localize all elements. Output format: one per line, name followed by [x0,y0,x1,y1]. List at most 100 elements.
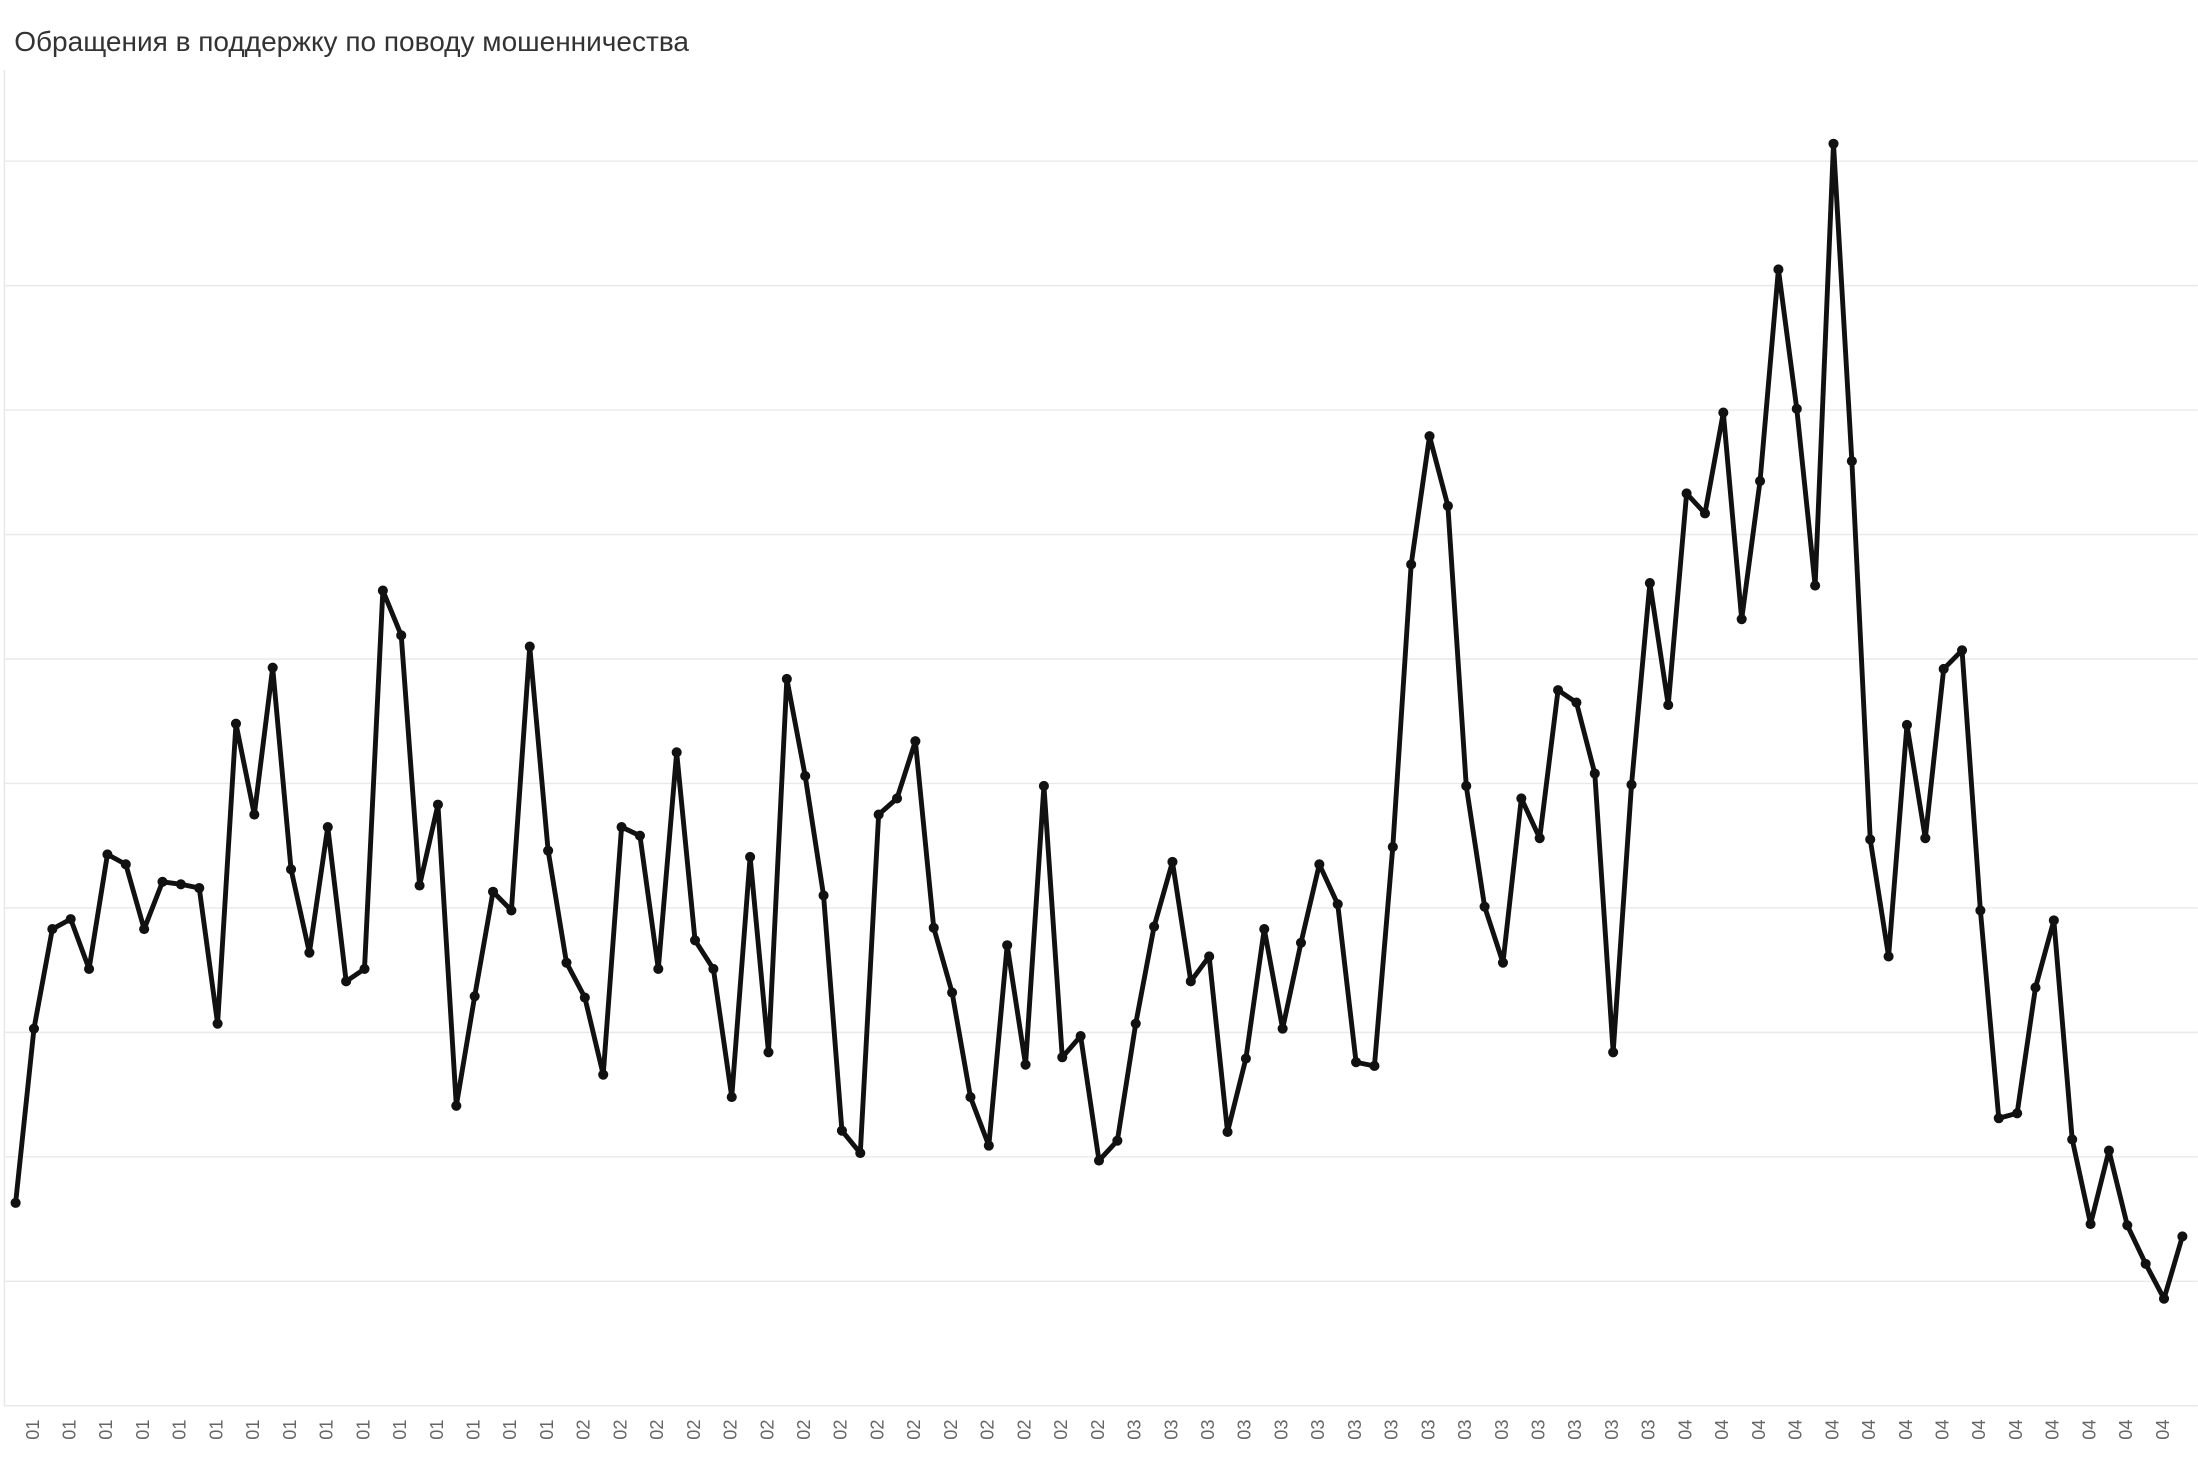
data-point [983,1140,994,1151]
x-tick-label: 03 [1602,1419,1622,1439]
x-tick-label: 02 [574,1419,594,1439]
x-tick-label: 03 [1308,1419,1328,1439]
x-tick-label: 01 [500,1419,520,1439]
x-tick-label: 04 [2079,1419,2099,1439]
data-point [1002,940,1013,951]
data-point [1626,779,1637,790]
x-tick-label: 02 [978,1419,998,1439]
x-tick-label: 03 [1382,1419,1402,1439]
data-point [1057,1052,1068,1063]
data-point [689,935,701,946]
data-point [1259,924,1270,935]
x-tick-label: 02 [867,1419,887,1439]
data-point [10,1197,21,1208]
x-tick-label: 01 [537,1419,557,1439]
data-point [2067,1134,2078,1145]
data-point [1020,1059,1031,1070]
x-tick-label: 04 [2006,1419,2026,1439]
x-tick-label: 03 [1418,1419,1438,1439]
x-tick-label: 02 [941,1419,961,1439]
data-point [1038,780,1049,791]
data-point [1810,580,1821,591]
x-tick-label: 01 [60,1419,80,1439]
data-point [1406,559,1417,570]
x-tick-label: 03 [1125,1419,1145,1439]
data-point [2048,915,2059,926]
data-point [1534,833,1545,844]
chart-title: Обращения в поддержку по поводу мошеннич… [14,26,689,57]
data-point [1167,856,1178,867]
x-tick-label: 01 [427,1419,447,1439]
data-point [2085,1218,2096,1230]
data-point [1920,833,1931,844]
data-point [1093,1155,1105,1166]
data-point [2158,1293,2170,1304]
data-point [249,809,260,820]
x-tick-label: 04 [2153,1419,2173,1439]
data-point [1663,700,1674,711]
data-point [2177,1231,2188,1242]
x-tick-label: 02 [904,1419,924,1439]
x-tick-label: 01 [96,1419,116,1439]
x-tick-label: 01 [353,1419,373,1439]
data-point [286,864,297,875]
data-point [1938,663,1949,675]
data-point [65,914,76,925]
data-point [763,1047,774,1058]
data-point [1681,488,1692,499]
data-point [304,947,315,958]
data-point [1497,957,1509,968]
x-tick-label: 02 [647,1419,667,1439]
data-point [157,876,168,887]
data-point [1699,508,1711,519]
data-point [1314,859,1325,870]
data-point [873,809,884,820]
data-point [1149,921,1160,932]
data-point [543,845,554,856]
data-point [1479,901,1490,912]
data-point [579,992,590,1003]
x-tick-label: 01 [133,1419,153,1439]
x-tick-label: 01 [390,1419,410,1439]
x-tick-label: 03 [1639,1419,1659,1439]
x-tick-label: 04 [1822,1419,1842,1439]
data-point [1204,951,1215,962]
x-tick-label: 02 [1014,1419,1034,1439]
x-tick-label: 04 [1786,1419,1806,1439]
data-point [47,924,58,935]
data-point [836,1125,847,1136]
x-tick-label: 03 [1161,1419,1181,1439]
data-point [800,770,811,782]
data-point [1332,899,1343,910]
data-point [451,1100,462,1111]
data-point [708,963,719,974]
data-point [1865,834,1876,845]
data-point [818,890,829,901]
data-point [928,922,939,933]
data-point [84,963,95,974]
data-point [1130,1018,1141,1029]
data-point [598,1069,609,1080]
data-point [2030,982,2041,993]
data-point [1975,905,1986,916]
x-tick-label: 01 [23,1419,43,1439]
data-point [1295,937,1307,948]
data-point [616,821,627,833]
data-point [212,1018,223,1029]
x-tick-label: 01 [463,1419,483,1439]
data-point [745,851,756,862]
data-point [359,963,370,974]
x-tick-label: 02 [1051,1419,1071,1439]
data-point [414,880,425,891]
data-point [1901,719,1912,731]
x-tick-label: 01 [206,1419,226,1439]
data-line [13,141,2185,1302]
data-point [855,1148,866,1159]
x-tick-label: 02 [757,1419,777,1439]
data-point [322,821,333,833]
x-tick-label: 04 [2043,1419,2063,1439]
data-point [1993,1113,2004,1124]
data-point [175,879,186,890]
